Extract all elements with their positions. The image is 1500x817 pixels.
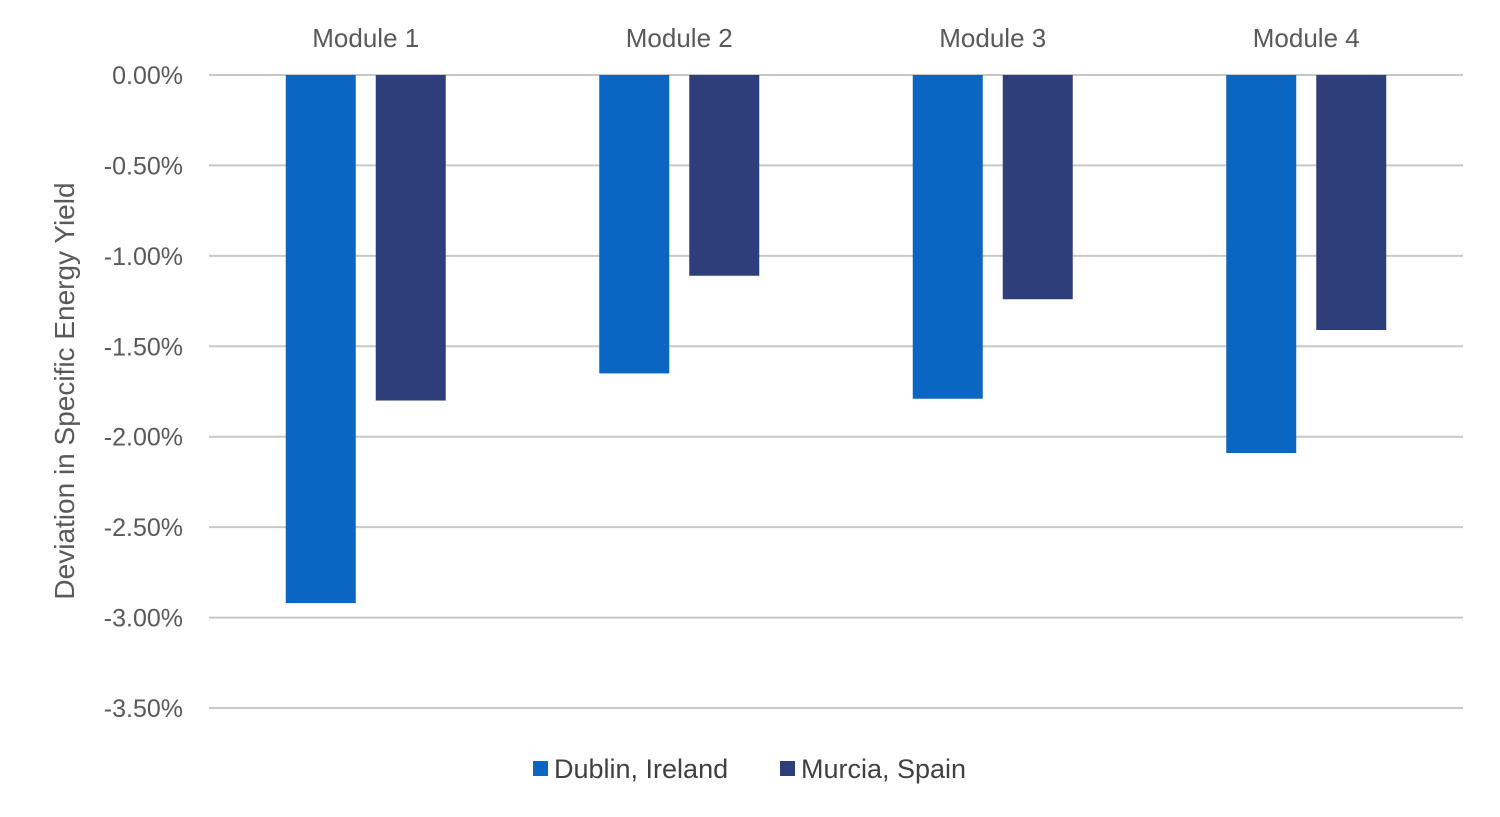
y-tick-label: -2.50% xyxy=(104,514,183,542)
y-tick-label: -2.00% xyxy=(104,424,183,452)
y-tick-label: -1.50% xyxy=(104,333,183,361)
legend-label-murcia: Murcia, Spain xyxy=(801,754,966,784)
bar-dublin-module-4 xyxy=(1226,75,1297,453)
category-label: Module 1 xyxy=(312,23,419,53)
bar-murcia-module-2 xyxy=(689,75,760,276)
bar-murcia-module-4 xyxy=(1316,75,1387,331)
bar-murcia-module-1 xyxy=(375,75,446,401)
category-label: Module 4 xyxy=(1253,23,1360,53)
legend-label-dublin: Dublin, Ireland xyxy=(554,754,728,784)
bar-dublin-module-2 xyxy=(599,75,670,374)
y-tick-label: -1.00% xyxy=(104,243,183,271)
category-label: Module 2 xyxy=(626,23,733,53)
y-tick-label: -3.00% xyxy=(104,605,183,633)
y-tick-label: 0.00% xyxy=(112,62,183,90)
bar-murcia-module-3 xyxy=(1002,75,1073,300)
y-tick-label: -3.50% xyxy=(104,695,183,723)
legend: Dublin, Ireland Murcia, Spain xyxy=(533,754,966,784)
category-label: Module 3 xyxy=(939,23,1046,53)
category-labels: Module 1 Module 2 Module 3 Module 4 xyxy=(312,23,1359,53)
y-axis-ticks: 0.00% -0.50% -1.00% -1.50% -2.00% -2.50% -3.00… xyxy=(104,62,183,723)
bar-dublin-module-3 xyxy=(912,75,983,399)
bars xyxy=(285,75,1387,604)
y-tick-label: -0.50% xyxy=(104,152,183,180)
legend-swatch-dublin xyxy=(533,761,548,776)
y-axis-title: Deviation in Specific Energy Yield xyxy=(49,182,80,599)
bar-dublin-module-1 xyxy=(285,75,356,604)
legend-swatch-murcia xyxy=(780,761,795,776)
